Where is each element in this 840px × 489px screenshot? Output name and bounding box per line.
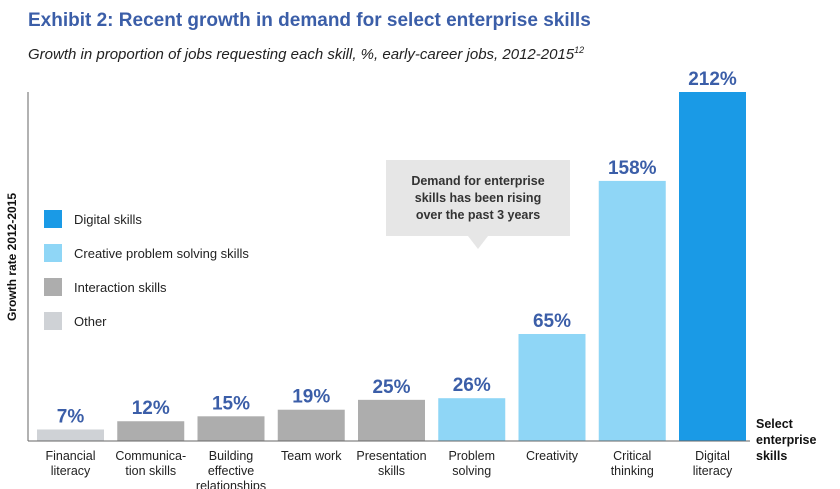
category-label-line: Creativity: [526, 449, 579, 463]
bar-financial-literacy: [37, 429, 104, 441]
category-label-line: thinking: [611, 464, 654, 478]
x-axis-label: Select enterprise skills: [756, 416, 816, 464]
value-label: 7%: [57, 406, 85, 427]
legend-item-digital: Digital skills: [44, 209, 249, 229]
value-labels-layer: 7% 12% 15% 19% 25% 26% 65% 158% 212%: [57, 69, 737, 427]
legend-swatch: [44, 278, 62, 296]
value-label: 19%: [292, 387, 330, 408]
legend-item-interaction: Interaction skills: [44, 277, 249, 297]
category-label-line: Digital: [695, 449, 730, 463]
category-label-line: Critical: [613, 449, 651, 463]
x-axis-label-line: enterprise: [756, 433, 817, 447]
legend-label: Other: [74, 313, 107, 329]
bar-team-work: [277, 409, 345, 441]
subtitle-text: Growth in proportion of jobs requesting …: [28, 46, 575, 63]
bar-problem-solving: [438, 398, 506, 441]
value-label: 158%: [608, 158, 657, 179]
legend-label: Digital skills: [74, 211, 142, 227]
category-label-line: solving: [452, 464, 491, 478]
category-label-line: Presentation: [356, 449, 426, 463]
category-label-line: effective: [208, 464, 254, 478]
legend-swatch: [44, 244, 62, 262]
subtitle-footnote: 12: [574, 45, 585, 55]
bar-communica-tion-skills: [117, 421, 185, 441]
annotation-text: Demand for enterprise skills has been ri…: [411, 173, 545, 222]
bar-presentation-skills: [358, 399, 425, 441]
category-label-line: skills: [378, 464, 405, 478]
legend-label: Interaction skills: [74, 279, 167, 295]
category-label-line: relationships: [196, 479, 266, 489]
category-label: Communica-tion skills: [115, 449, 186, 478]
legend: Digital skills Creative problem solving s…: [44, 209, 249, 345]
value-label: 12%: [132, 398, 170, 419]
value-label: 25%: [372, 377, 410, 398]
bars-layer: [37, 92, 746, 441]
value-label: 26%: [453, 375, 491, 396]
bar-building-effective-relationships: [197, 416, 265, 441]
category-label-line: literacy: [693, 464, 733, 478]
chart-subtitle: Growth in proportion of jobs requesting …: [28, 45, 584, 63]
category-label-line: Problem: [448, 449, 495, 463]
category-label-line: Team work: [281, 449, 342, 463]
legend-label: Creative problem solving skills: [74, 245, 249, 261]
category-label: Problem solving: [448, 449, 495, 478]
legend-item-other: Other: [44, 311, 249, 331]
category-label-line: literacy: [51, 464, 91, 478]
category-label: Team work: [281, 449, 342, 463]
legend-swatch: [44, 210, 62, 228]
category-label: Creativity: [526, 449, 579, 463]
category-label: Critical thinking: [611, 449, 654, 478]
category-label: Building effective relationships: [196, 449, 266, 489]
bar-critical-thinking: [598, 180, 666, 441]
category-label-line: Communica-: [115, 449, 186, 463]
value-label: 65%: [533, 311, 571, 332]
category-label: Digital literacy: [693, 449, 733, 478]
x-axis-label-line: skills: [756, 449, 788, 463]
bar-creativity: [518, 333, 586, 441]
category-label-line: Building: [209, 449, 254, 463]
x-axis-label-line: Select: [756, 417, 793, 431]
legend-item-creative: Creative problem solving skills: [44, 243, 249, 263]
annotation-pointer: [468, 236, 488, 249]
category-label: Financial literacy: [45, 449, 95, 478]
category-label-line: Financial: [45, 449, 95, 463]
value-label: 15%: [212, 393, 250, 414]
category-label: Presentation skills: [356, 449, 426, 478]
bar-digital-literacy: [679, 92, 746, 441]
category-label-line: tion skills: [125, 464, 176, 478]
legend-swatch: [44, 312, 62, 330]
value-label: 212%: [688, 69, 737, 90]
annotation-callout: Demand for enterprise skills has been ri…: [386, 160, 570, 236]
chart-title: Exhibit 2: Recent growth in demand for s…: [28, 10, 591, 31]
y-axis-label: Growth rate 2012-2015: [5, 192, 19, 322]
